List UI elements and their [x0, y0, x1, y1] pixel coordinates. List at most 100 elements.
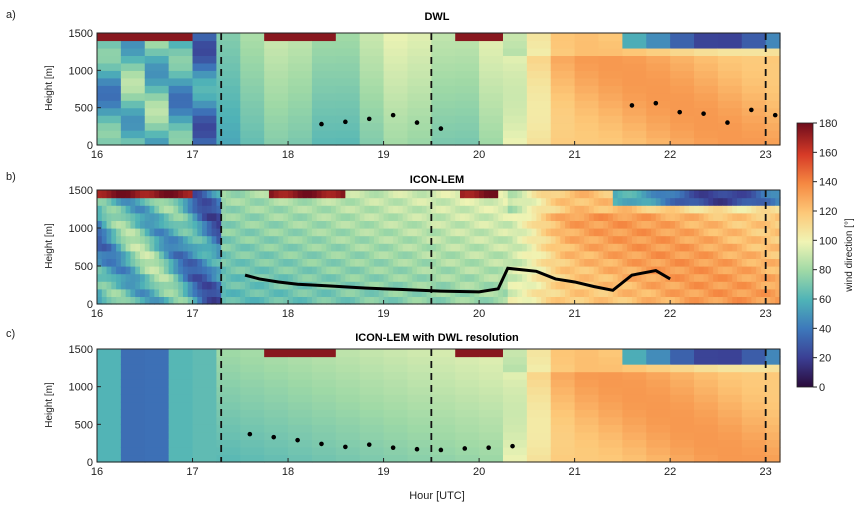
heatmap-cell — [288, 190, 294, 199]
heatmap-cell — [130, 212, 136, 221]
heatmap-cell — [359, 115, 385, 124]
heatmap-cell — [354, 190, 361, 199]
heatmap-cell — [335, 228, 342, 237]
chart-title: DWL — [424, 11, 449, 23]
heatmap-cell — [440, 258, 447, 267]
heatmap-cell — [192, 107, 218, 116]
heatmap-cell — [741, 137, 767, 146]
colorbar-tick-label: 60 — [819, 294, 831, 306]
heatmap-cell — [555, 250, 561, 259]
heatmap-cell — [479, 416, 504, 425]
heatmap-cell — [493, 273, 499, 282]
heatmap-cell — [273, 212, 280, 221]
heatmap-cell — [288, 454, 313, 463]
heatmap-cell — [603, 212, 609, 221]
heatmap-cell — [335, 356, 361, 365]
heatmap-cell — [631, 235, 638, 244]
heatmap-cell — [240, 454, 265, 463]
heatmap-cell — [97, 454, 122, 463]
heatmap-cell — [670, 394, 695, 403]
heatmap-cell — [335, 454, 361, 463]
heatmap-cell — [311, 107, 337, 116]
heatmap-cell — [708, 212, 714, 221]
heatmap-cell — [402, 266, 409, 275]
heatmap-cell — [694, 235, 700, 244]
heatmap-cell — [488, 205, 495, 214]
heatmap-cell — [111, 235, 117, 244]
heatmap-cell — [708, 296, 714, 305]
heatmap-cell — [383, 386, 409, 395]
heatmap-cell — [507, 281, 514, 290]
heatmap-cell — [187, 266, 194, 275]
heatmap-cell — [627, 258, 633, 267]
heatmap-cell — [674, 228, 681, 237]
heatmap-cell — [679, 190, 686, 199]
heatmap-cell — [579, 281, 585, 290]
heatmap-cell — [402, 243, 409, 252]
heatmap-cell — [498, 220, 504, 229]
heatmap-cell — [259, 205, 265, 214]
heatmap-cell — [111, 220, 117, 229]
heatmap-cell — [240, 250, 246, 259]
heatmap-cell — [163, 197, 170, 206]
heatmap-cell — [751, 273, 757, 282]
heatmap-cell — [192, 197, 198, 206]
heatmap-cell — [459, 190, 466, 199]
heatmap-cell — [646, 424, 671, 433]
heatmap-cell — [144, 197, 151, 206]
heatmap-cell — [359, 107, 385, 116]
heatmap-cell — [288, 424, 313, 433]
heatmap-cell — [526, 33, 552, 42]
heatmap-cell — [479, 70, 504, 79]
heatmap-cell — [240, 424, 265, 433]
heatmap-cell — [550, 243, 557, 252]
heatmap-cell — [646, 92, 671, 101]
heatmap-cell — [689, 281, 695, 290]
heatmap-cell — [268, 243, 275, 252]
heatmap-cell — [311, 235, 318, 244]
heatmap-cell — [541, 220, 547, 229]
heatmap-cell — [717, 266, 724, 275]
colorbar-tick-label: 100 — [819, 235, 837, 247]
heatmap-cell — [598, 137, 623, 146]
heatmap-cell — [335, 394, 361, 403]
heatmap-cell — [646, 77, 671, 86]
heatmap-cell — [574, 266, 580, 275]
heatmap-cell — [354, 205, 361, 214]
heatmap-cell — [288, 356, 313, 365]
heatmap-cell — [679, 281, 686, 290]
heatmap-cell — [168, 394, 194, 403]
heatmap-cell — [426, 296, 432, 305]
heatmap-cell — [483, 205, 490, 214]
heatmap-cell — [737, 250, 743, 259]
heatmap-cell — [311, 122, 337, 131]
heatmap-cell — [522, 205, 528, 214]
heatmap-cell — [431, 349, 456, 358]
heatmap-cell — [407, 439, 432, 448]
heatmap-cell — [469, 258, 475, 267]
heatmap-cell — [431, 220, 437, 229]
heatmap-cell — [631, 243, 638, 252]
heatmap-cell — [264, 122, 289, 131]
heatmap-cell — [216, 424, 241, 433]
heatmap-cell — [550, 190, 557, 199]
heatmap-cell — [326, 235, 332, 244]
heatmap-cell — [340, 220, 346, 229]
heatmap-cell — [192, 100, 218, 109]
heatmap-cell — [417, 281, 423, 290]
heatmap-cell — [674, 197, 681, 206]
colorbar-gradient — [796, 122, 814, 388]
heatmap-cell — [421, 197, 428, 206]
heatmap-cell — [264, 70, 289, 79]
heatmap-cell — [97, 273, 103, 282]
heatmap-cell — [144, 33, 170, 42]
heatmap-cell — [216, 77, 241, 86]
heatmap-cell — [646, 250, 652, 259]
heatmap-cell — [178, 197, 184, 206]
heatmap-cell — [383, 364, 409, 373]
heatmap-cell — [178, 228, 184, 237]
heatmap-cell — [627, 288, 633, 297]
x-tick-label: 20 — [473, 149, 485, 161]
heatmap-cell — [598, 386, 623, 395]
heatmap-cell — [679, 250, 686, 259]
